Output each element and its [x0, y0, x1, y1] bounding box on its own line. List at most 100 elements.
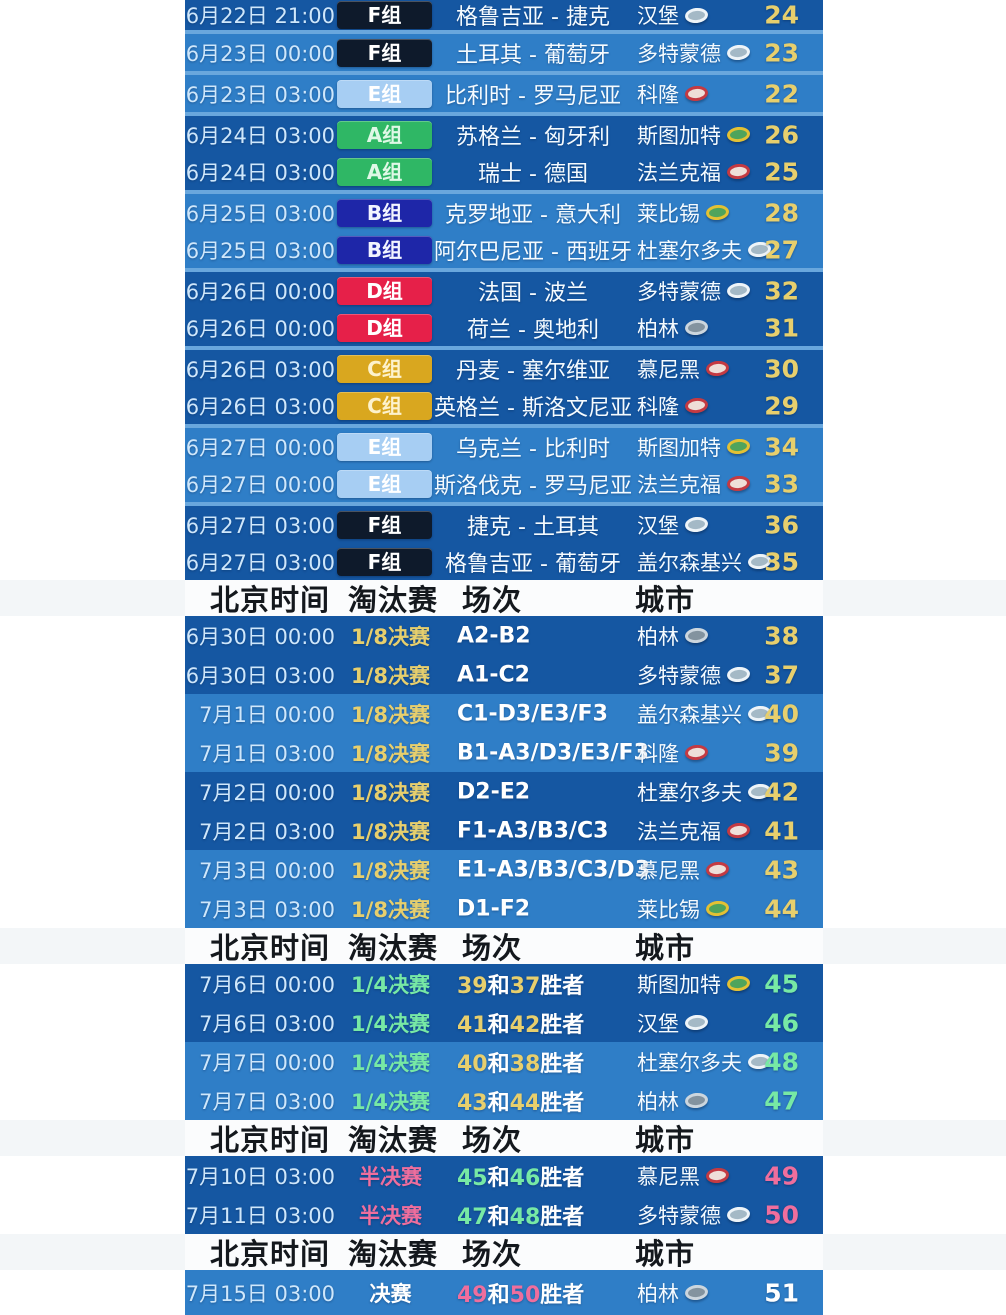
match-row-band: 6月25日 03:00 B组 阿尔巴尼亚 - 西班牙 杜塞尔多夫 27 — [185, 231, 823, 268]
match-teams: 比利时 - 罗马尼亚 — [445, 83, 621, 109]
stadium-icon — [684, 515, 709, 534]
match-number: 22 — [764, 79, 799, 108]
kickoff-time: 6月27日 00:00 — [185, 472, 335, 497]
match-number: 33 — [764, 469, 799, 498]
group-badge: E组 — [337, 469, 432, 498]
match-code-part: 胜者 — [540, 1282, 585, 1308]
match-code: A1-C2 — [457, 662, 530, 687]
match-teams: 丹麦 - 塞尔维亚 — [456, 358, 610, 384]
city-name: 盖尔森基兴 — [637, 699, 772, 729]
match-teams: 瑞士 - 德国 — [478, 161, 588, 187]
city-name: 慕尼黑 — [637, 1161, 730, 1191]
match-row-band: 6月30日 00:00 1/8决赛 A2-B2 柏林 38 — [185, 616, 823, 655]
match-row-band: 7月15日 03:00 决赛 49和50胜者 柏林 51 — [185, 1270, 823, 1315]
match-row-band: 7月3日 03:00 1/8决赛 D1-F2 莱比锡 44 — [185, 889, 823, 928]
stadium-icon — [726, 162, 751, 181]
match-code-part: E1-A3/B3/C3/D3 — [457, 857, 651, 882]
match-teams: 格鲁吉亚 - 捷克 — [456, 5, 610, 30]
stage-label: 1/8决赛 — [351, 624, 430, 649]
city-label: 柏林 — [637, 1281, 679, 1306]
city-label: 慕尼黑 — [637, 858, 700, 883]
stadium-icon — [684, 84, 709, 103]
column-header-time: 北京时间 — [210, 1237, 331, 1271]
stage-label: 半决赛 — [359, 1164, 422, 1189]
match-teams: 克罗地亚 - 意大利 — [445, 202, 621, 228]
city-name: 法兰克福 — [637, 816, 751, 846]
group-badge: D组 — [337, 276, 432, 305]
city-label: 慕尼黑 — [637, 357, 700, 382]
match-row: 7月10日 03:00 半决赛 45和46胜者 慕尼黑 49 — [0, 1156, 1006, 1195]
stadium-icon — [705, 359, 730, 378]
match-code-part: 39 — [457, 973, 488, 999]
city-name: 柏林 — [637, 1278, 709, 1308]
match-row: 6月25日 03:00 B组 克罗地亚 - 意大利 莱比锡 28 — [0, 194, 1006, 231]
match-code-part: A2-B2 — [457, 623, 531, 648]
column-header-city: 城市 — [635, 583, 696, 617]
stage-label: 1/8决赛 — [351, 741, 430, 766]
city-label: 法兰克福 — [637, 472, 721, 497]
city-name: 莱比锡 — [637, 198, 730, 228]
match-number: 23 — [764, 38, 799, 67]
match-teams: 捷克 - 土耳其 — [467, 514, 599, 540]
city-label: 柏林 — [637, 316, 679, 341]
group-separator-band — [185, 268, 823, 272]
match-row-band: 6月27日 00:00 E组 斯洛伐克 - 罗马尼亚 法兰克福 33 — [185, 465, 823, 502]
column-header-match: 场次 — [462, 583, 523, 617]
group-badge: B组 — [337, 235, 432, 264]
stage-label: 1/8决赛 — [351, 663, 430, 688]
city-label: 多特蒙德 — [637, 279, 721, 304]
match-row-band: 6月23日 00:00 F组 土耳其 - 葡萄牙 多特蒙德 23 — [185, 34, 823, 71]
match-row-band: 6月25日 03:00 B组 克罗地亚 - 意大利 莱比锡 28 — [185, 194, 823, 231]
match-row: 7月2日 00:00 1/8决赛 D2-E2 杜塞尔多夫 42 — [0, 772, 1006, 811]
city-label: 盖尔森基兴 — [637, 702, 742, 727]
kickoff-time: 7月2日 03:00 — [199, 819, 335, 844]
match-row-band: 6月22日 21:00 F组 格鲁吉亚 - 捷克 汉堡 24 — [185, 0, 823, 30]
city-label: 汉堡 — [637, 4, 679, 28]
city-label: 多特蒙德 — [637, 41, 721, 66]
match-code-part: 44 — [509, 1090, 541, 1116]
match-code: D1-F2 — [457, 896, 530, 921]
match-row-band: 7月2日 00:00 1/8决赛 D2-E2 杜塞尔多夫 42 — [185, 772, 823, 811]
group-badge: F组 — [337, 547, 432, 576]
match-number: 47 — [764, 1086, 799, 1115]
kickoff-time: 6月26日 00:00 — [185, 279, 335, 304]
match-code: 49和50胜者 — [457, 1277, 584, 1309]
kickoff-time: 6月30日 03:00 — [185, 663, 335, 688]
match-number: 38 — [764, 621, 799, 650]
match-number: 46 — [764, 1008, 799, 1037]
city-name: 杜塞尔多夫 — [637, 777, 772, 807]
match-row-band: 7月7日 00:00 1/4决赛 40和38胜者 杜塞尔多夫 48 — [185, 1042, 823, 1081]
city-name: 汉堡 — [637, 0, 709, 30]
column-header-time: 北京时间 — [210, 1123, 331, 1157]
stadium-icon — [705, 203, 730, 222]
match-code-part: C1-D3/E3/F3 — [457, 701, 608, 726]
column-header-match: 场次 — [462, 1123, 523, 1157]
match-code: C1-D3/E3/F3 — [457, 701, 608, 726]
match-code-part: B1-A3/D3/E3/F3 — [457, 740, 649, 765]
city-label: 汉堡 — [637, 1011, 679, 1036]
match-row: 7月11日 03:00 半决赛 47和48胜者 多特蒙德 50 — [0, 1195, 1006, 1234]
match-row: 7月1日 00:00 1/8决赛 C1-D3/E3/F3 盖尔森基兴 40 — [0, 694, 1006, 733]
city-name: 多特蒙德 — [637, 660, 751, 690]
city-name: 莱比锡 — [637, 894, 730, 924]
match-row-band: 7月6日 00:00 1/4决赛 39和37胜者 斯图加特 45 — [185, 964, 823, 1003]
city-name: 科隆 — [637, 738, 709, 768]
stadium-icon — [726, 974, 751, 993]
match-code-part: 和 — [487, 1051, 510, 1077]
city-label: 多特蒙德 — [637, 663, 721, 688]
stage-label: 1/4决赛 — [351, 972, 430, 997]
stadium-icon — [684, 396, 709, 415]
section-header-row: 北京时间 淘汰赛 场次 城市 — [0, 580, 1006, 617]
group-badge: F组 — [337, 38, 432, 67]
match-code-part: 48 — [509, 1204, 541, 1230]
match-row-band: 7月6日 03:00 1/4决赛 41和42胜者 汉堡 46 — [185, 1003, 823, 1042]
match-row-band: 7月7日 03:00 1/4决赛 43和44胜者 柏林 47 — [185, 1081, 823, 1120]
city-name: 汉堡 — [637, 1008, 709, 1038]
match-row-band: 7月11日 03:00 半决赛 47和48胜者 多特蒙德 50 — [185, 1195, 823, 1234]
stadium-icon — [684, 1091, 709, 1110]
match-row: 7月15日 03:00 决赛 49和50胜者 柏林 51 — [0, 1270, 1006, 1315]
group-badge: F组 — [337, 1, 432, 29]
match-number: 25 — [764, 157, 799, 186]
match-code: B1-A3/D3/E3/F3 — [457, 740, 649, 765]
